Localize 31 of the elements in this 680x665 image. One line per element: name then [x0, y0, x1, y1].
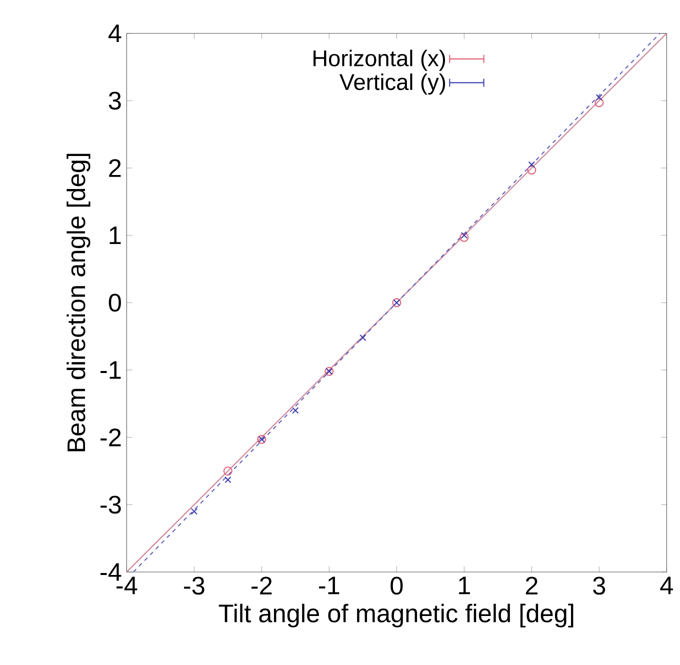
x-tick-label: -3: [184, 576, 204, 594]
x-tick-label: 0: [390, 576, 403, 594]
point: [292, 406, 299, 414]
point: [527, 165, 536, 174]
legend-label: Horizontal (x): [314, 50, 446, 71]
point: [224, 476, 232, 483]
y-tick-label: -2: [100, 428, 121, 446]
point: [460, 232, 469, 242]
y-tick-label: 3: [108, 92, 121, 110]
x-tick-label: 3: [593, 576, 606, 594]
y-tick-label: 2: [109, 158, 121, 177]
y-tick-label: -1: [100, 361, 121, 379]
point: [223, 466, 232, 476]
x-tick-label: 4: [660, 576, 673, 594]
y-tick-label: 0: [108, 294, 121, 312]
point: [528, 161, 536, 168]
y-tick-label: -3: [100, 496, 121, 514]
x-tick-label: -2: [252, 576, 272, 594]
point: [360, 334, 366, 341]
x-tick-label: 2: [526, 576, 538, 594]
x-tick-label: 1: [459, 576, 470, 594]
point: [460, 232, 468, 239]
y-tick-label: 1: [110, 226, 121, 244]
legend-label: Vertical (y): [339, 73, 446, 94]
point: [594, 98, 604, 108]
point: [596, 94, 603, 101]
y-axis-title: Beam direction angle [deg]: [66, 154, 90, 452]
x-tick-label: -1: [319, 576, 340, 594]
y-tick-label: 4: [108, 24, 122, 42]
point: [190, 508, 198, 515]
x-axis-title: Tilt angle of magnetic field [deg]: [218, 604, 574, 628]
